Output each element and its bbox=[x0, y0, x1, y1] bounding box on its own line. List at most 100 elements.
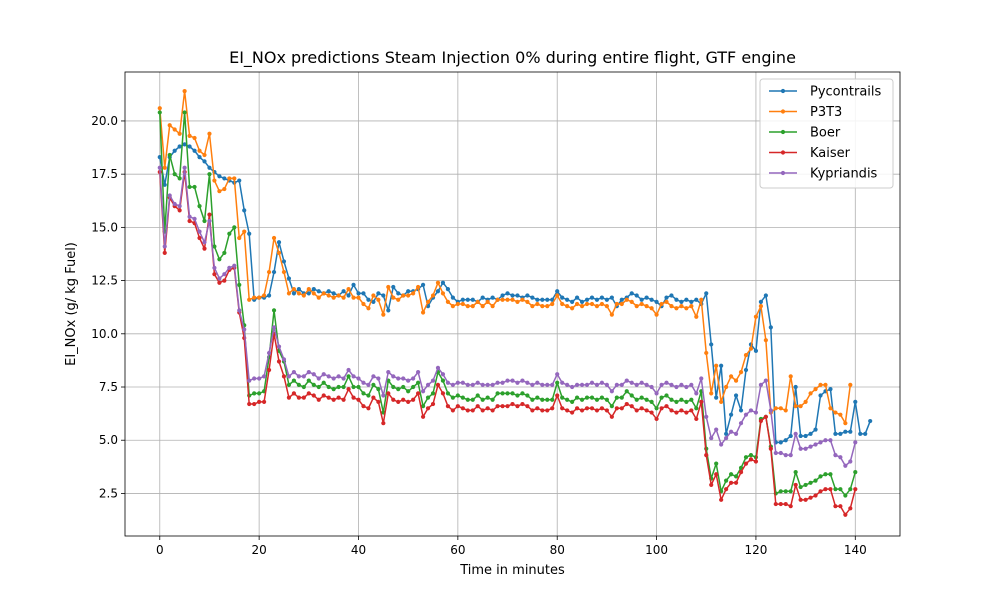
x-tick-label: 140 bbox=[844, 543, 867, 557]
data-point-pycontrails bbox=[192, 148, 197, 153]
data-point-p3t3 bbox=[475, 299, 480, 304]
data-point-pycontrails bbox=[848, 429, 853, 434]
data-point-kypriandis bbox=[540, 382, 545, 387]
data-point-kypriandis bbox=[530, 382, 535, 387]
data-point-p3t3 bbox=[490, 304, 495, 309]
data-point-kypriandis bbox=[331, 376, 336, 381]
data-point-pycontrails bbox=[579, 299, 585, 304]
data-point-boer bbox=[341, 384, 346, 390]
data-point-pycontrails bbox=[460, 297, 465, 302]
data-point-p3t3 bbox=[361, 301, 366, 307]
data-point-kypriandis bbox=[475, 380, 480, 385]
chart-title: EI_NOx predictions Steam Injection 0% du… bbox=[229, 48, 796, 68]
data-point-pycontrails bbox=[803, 433, 808, 439]
data-point-boer bbox=[634, 397, 639, 402]
data-point-pycontrails bbox=[530, 295, 535, 300]
data-point-kaiser bbox=[222, 278, 227, 283]
data-point-pycontrails bbox=[286, 276, 292, 281]
data-point-boer bbox=[336, 384, 341, 390]
data-point-p3t3 bbox=[232, 176, 237, 181]
data-point-boer bbox=[227, 231, 232, 236]
data-point-kypriandis bbox=[450, 382, 455, 387]
y-tick-label: 20.0 bbox=[91, 114, 118, 128]
data-point-pycontrails bbox=[545, 297, 550, 302]
data-point-boer bbox=[733, 474, 739, 479]
y-axis: 2.5 5.0 7.5 10.0 12.5 15.0 17.5 20.0 bbox=[91, 114, 125, 500]
data-point-boer bbox=[192, 184, 197, 190]
data-point-kaiser bbox=[470, 408, 475, 413]
data-point-p3t3 bbox=[212, 178, 217, 183]
data-point-boer bbox=[480, 397, 485, 402]
series-p3t3 bbox=[157, 89, 853, 426]
data-point-pycontrails bbox=[525, 293, 530, 298]
data-point-p3t3 bbox=[584, 301, 590, 307]
data-point-p3t3 bbox=[266, 269, 272, 275]
data-point-kypriandis bbox=[574, 382, 580, 387]
data-point-boer bbox=[306, 378, 311, 383]
data-point-kypriandis bbox=[237, 308, 242, 313]
data-point-boer bbox=[356, 384, 361, 390]
data-point-kaiser bbox=[714, 472, 719, 477]
data-point-p3t3 bbox=[500, 297, 505, 302]
data-point-pycontrails bbox=[465, 297, 470, 302]
data-point-boer bbox=[798, 484, 803, 490]
data-point-boer bbox=[694, 406, 699, 411]
data-point-kypriandis bbox=[535, 380, 540, 385]
data-point-kaiser bbox=[584, 406, 590, 411]
data-point-p3t3 bbox=[763, 338, 768, 343]
data-point-p3t3 bbox=[828, 406, 833, 411]
data-point-pycontrails bbox=[386, 308, 391, 313]
data-point-kypriandis bbox=[788, 453, 793, 458]
data-point-pycontrails bbox=[704, 291, 709, 296]
data-point-kypriandis bbox=[505, 378, 510, 383]
data-point-kypriandis bbox=[560, 380, 565, 385]
data-point-p3t3 bbox=[396, 297, 401, 302]
data-point-p3t3 bbox=[654, 312, 659, 317]
data-point-pycontrails bbox=[316, 289, 321, 294]
data-point-p3t3 bbox=[748, 346, 754, 351]
data-point-kypriandis bbox=[724, 435, 729, 441]
data-point-p3t3 bbox=[366, 306, 371, 311]
data-point-kaiser bbox=[530, 408, 535, 413]
data-point-pycontrails bbox=[306, 291, 311, 296]
data-point-p3t3 bbox=[823, 382, 828, 387]
data-point-kypriandis bbox=[714, 427, 719, 432]
data-point-pycontrails bbox=[445, 287, 451, 292]
data-point-p3t3 bbox=[286, 291, 292, 296]
data-point-pycontrails bbox=[490, 295, 495, 300]
data-point-boer bbox=[515, 393, 520, 398]
data-point-p3t3 bbox=[217, 189, 222, 194]
data-point-p3t3 bbox=[629, 299, 634, 304]
data-point-kypriandis bbox=[599, 380, 605, 385]
data-point-p3t3 bbox=[351, 295, 356, 300]
data-point-kypriandis bbox=[669, 382, 674, 387]
data-point-pycontrails bbox=[266, 293, 272, 298]
data-point-kypriandis bbox=[699, 376, 704, 381]
data-point-kypriandis bbox=[177, 203, 182, 209]
data-point-kypriandis bbox=[758, 382, 764, 387]
data-point-kaiser bbox=[291, 391, 297, 396]
data-point-p3t3 bbox=[341, 295, 346, 300]
data-point-kaiser bbox=[649, 410, 654, 415]
data-point-p3t3 bbox=[416, 284, 421, 290]
data-point-boer bbox=[326, 384, 331, 390]
legend-item-kypriandis: Kypriandis bbox=[769, 167, 878, 182]
data-point-pycontrails bbox=[763, 293, 768, 298]
data-point-boer bbox=[609, 404, 614, 409]
data-point-boer bbox=[550, 397, 555, 402]
data-point-kypriandis bbox=[376, 376, 381, 381]
data-point-kaiser bbox=[396, 399, 401, 405]
data-point-kaiser bbox=[689, 408, 694, 413]
data-point-p3t3 bbox=[758, 304, 764, 309]
data-point-kypriandis bbox=[430, 378, 436, 383]
data-point-p3t3 bbox=[679, 304, 684, 309]
data-point-p3t3 bbox=[435, 280, 441, 285]
data-point-kaiser bbox=[574, 406, 580, 411]
data-point-kypriandis bbox=[624, 378, 629, 383]
data-point-kypriandis bbox=[689, 382, 694, 387]
data-point-kaiser bbox=[833, 504, 838, 509]
data-point-p3t3 bbox=[555, 293, 560, 298]
data-point-pycontrails bbox=[589, 295, 595, 300]
data-point-boer bbox=[217, 257, 222, 262]
data-point-kaiser bbox=[654, 416, 659, 422]
